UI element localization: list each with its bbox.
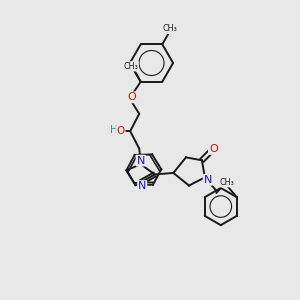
Text: CH₃: CH₃ bbox=[123, 62, 138, 71]
Text: O: O bbox=[209, 144, 218, 154]
Text: O: O bbox=[127, 92, 136, 102]
Text: N: N bbox=[136, 156, 145, 166]
Text: H: H bbox=[110, 125, 118, 135]
Text: CH₃: CH₃ bbox=[219, 178, 234, 187]
Text: O: O bbox=[116, 126, 125, 136]
Text: N: N bbox=[204, 175, 212, 185]
Text: N: N bbox=[138, 181, 146, 191]
Text: CH₃: CH₃ bbox=[163, 24, 178, 33]
